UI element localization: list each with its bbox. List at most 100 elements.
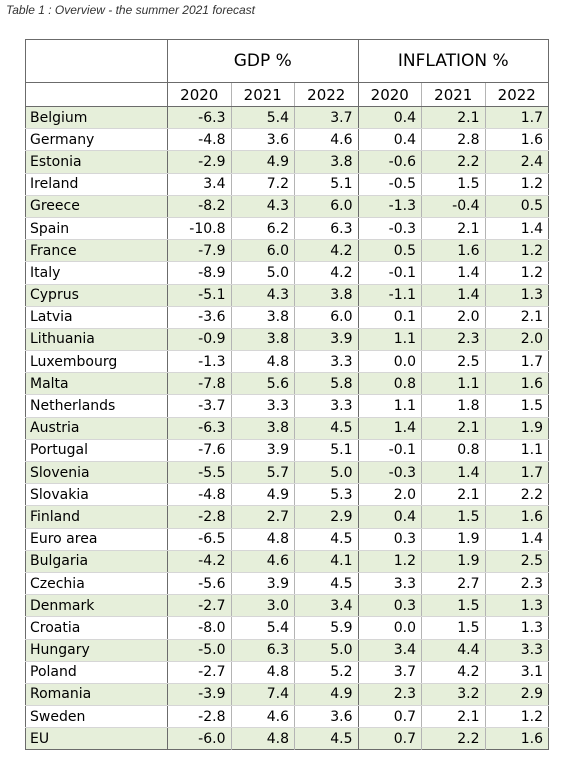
- inflation-value-cell: 2.0: [357, 483, 422, 507]
- gdp-value-cell: 5.0: [294, 461, 358, 485]
- gdp-value-cell: -2.7: [167, 661, 231, 684]
- table-row: Denmark -2.7 3.0 3.4 0.3 1.5 1.3: [25, 594, 549, 618]
- inflation-value-cell: 1.9: [421, 527, 485, 551]
- gdp-value-cell: 4.9: [230, 483, 295, 507]
- country-cell: Belgium: [25, 106, 168, 130]
- gdp-value-cell: 5.1: [294, 173, 358, 196]
- inflation-value-cell: 1.6: [484, 128, 549, 152]
- gdp-value-cell: -6.3: [167, 106, 231, 130]
- country-cell: Bulgaria: [25, 549, 168, 573]
- inflation-value-cell: 1.4: [357, 417, 422, 440]
- year-header: 2021: [421, 82, 485, 107]
- year-header: 2021: [230, 82, 295, 107]
- gdp-value-cell: 3.9: [230, 439, 295, 463]
- inflation-value-cell: 2.3: [484, 572, 549, 596]
- table-row: Latvia -3.6 3.8 6.0 0.1 2.0 2.1: [25, 306, 549, 329]
- inflation-value-cell: 1.1: [421, 372, 485, 396]
- country-cell: Malta: [25, 372, 168, 396]
- inflation-value-cell: 0.4: [357, 128, 422, 152]
- inflation-value-cell: 0.1: [357, 306, 422, 329]
- gdp-value-cell: 3.9: [294, 328, 358, 352]
- inflation-value-cell: 0.8: [421, 439, 485, 463]
- inflation-value-cell: -1.3: [357, 195, 422, 218]
- country-cell: Denmark: [25, 594, 168, 618]
- country-cell: Italy: [25, 261, 168, 285]
- gdp-value-cell: -2.8: [167, 505, 231, 529]
- gdp-value-cell: -8.9: [167, 261, 231, 285]
- gdp-value-cell: 4.8: [230, 527, 295, 551]
- country-cell: Ireland: [25, 173, 168, 196]
- gdp-value-cell: 6.2: [230, 217, 295, 241]
- inflation-value-cell: 1.5: [421, 616, 485, 640]
- gdp-value-cell: 3.3: [294, 394, 358, 418]
- table-row: Czechia -5.6 3.9 4.5 3.3 2.7 2.3: [25, 572, 549, 596]
- inflation-value-cell: 1.4: [421, 261, 485, 285]
- gdp-value-cell: 6.0: [294, 306, 358, 329]
- inflation-value-cell: 1.7: [484, 461, 549, 485]
- gdp-value-cell: -5.1: [167, 284, 231, 307]
- inflation-value-cell: 0.3: [357, 594, 422, 618]
- inflation-value-cell: 1.1: [357, 328, 422, 352]
- country-cell: Romania: [25, 683, 168, 707]
- gdp-value-cell: 5.9: [294, 616, 358, 640]
- corner-cell: [25, 39, 168, 83]
- inflation-value-cell: 1.5: [421, 505, 485, 529]
- gdp-value-cell: -1.3: [167, 350, 231, 374]
- table-row: Ireland 3.4 7.2 5.1 -0.5 1.5 1.2: [25, 173, 549, 196]
- inflation-value-cell: 2.2: [484, 483, 549, 507]
- table-row: Lithuania -0.9 3.8 3.9 1.1 2.3 2.0: [25, 328, 549, 352]
- year-header: 2020: [357, 82, 422, 107]
- inflation-value-cell: 1.6: [484, 372, 549, 396]
- gdp-value-cell: -10.8: [167, 217, 231, 241]
- country-cell: Poland: [25, 661, 168, 684]
- table-row: Euro area -6.5 4.8 4.5 0.3 1.9 1.4: [25, 527, 549, 551]
- inflation-value-cell: 1.6: [484, 505, 549, 529]
- table-row: Malta -7.8 5.6 5.8 0.8 1.1 1.6: [25, 372, 549, 396]
- inflation-value-cell: 4.4: [421, 639, 485, 662]
- table-row: Portugal -7.6 3.9 5.1 -0.1 0.8 1.1: [25, 439, 549, 463]
- inflation-value-cell: 2.9: [484, 683, 549, 707]
- inflation-value-cell: 1.5: [421, 594, 485, 618]
- gdp-value-cell: 4.3: [230, 195, 295, 218]
- gdp-value-cell: -5.6: [167, 572, 231, 596]
- gdp-value-cell: -7.8: [167, 372, 231, 396]
- gdp-value-cell: 2.9: [294, 505, 358, 529]
- gdp-value-cell: 5.2: [294, 661, 358, 684]
- country-cell: Greece: [25, 195, 168, 218]
- inflation-value-cell: -0.3: [357, 461, 422, 485]
- inflation-value-cell: 0.8: [357, 372, 422, 396]
- country-cell: Slovakia: [25, 483, 168, 507]
- inflation-value-cell: 1.5: [484, 394, 549, 418]
- gdp-header: GDP %: [167, 39, 358, 83]
- corner-cell-2: [25, 82, 168, 107]
- gdp-value-cell: -3.7: [167, 394, 231, 418]
- country-cell: Sweden: [25, 705, 168, 729]
- inflation-value-cell: 0.5: [357, 239, 422, 263]
- inflation-value-cell: 1.3: [484, 616, 549, 640]
- gdp-value-cell: 3.3: [230, 394, 295, 418]
- inflation-value-cell: 1.2: [484, 261, 549, 285]
- gdp-value-cell: 5.1: [294, 439, 358, 463]
- gdp-value-cell: -2.8: [167, 705, 231, 729]
- gdp-value-cell: 5.6: [230, 372, 295, 396]
- country-cell: Luxembourg: [25, 350, 168, 374]
- gdp-value-cell: 4.9: [230, 150, 295, 174]
- gdp-value-cell: 4.8: [230, 350, 295, 374]
- inflation-value-cell: 0.0: [357, 616, 422, 640]
- year-header: 2020: [167, 82, 231, 107]
- gdp-value-cell: -0.9: [167, 328, 231, 352]
- inflation-value-cell: 1.6: [484, 727, 549, 750]
- inflation-value-cell: 0.0: [357, 350, 422, 374]
- gdp-value-cell: 3.4: [294, 594, 358, 618]
- inflation-value-cell: 2.1: [421, 483, 485, 507]
- inflation-value-cell: 0.3: [357, 527, 422, 551]
- inflation-value-cell: -0.5: [357, 173, 422, 196]
- gdp-value-cell: 3.9: [230, 572, 295, 596]
- country-cell: Spain: [25, 217, 168, 241]
- gdp-value-cell: -5.0: [167, 639, 231, 662]
- gdp-value-cell: 4.2: [294, 261, 358, 285]
- gdp-value-cell: 5.4: [230, 106, 295, 130]
- table-row: Spain -10.8 6.2 6.3 -0.3 2.1 1.4: [25, 217, 549, 241]
- table-row: Luxembourg -1.3 4.8 3.3 0.0 2.5 1.7: [25, 350, 549, 374]
- gdp-value-cell: -8.2: [167, 195, 231, 218]
